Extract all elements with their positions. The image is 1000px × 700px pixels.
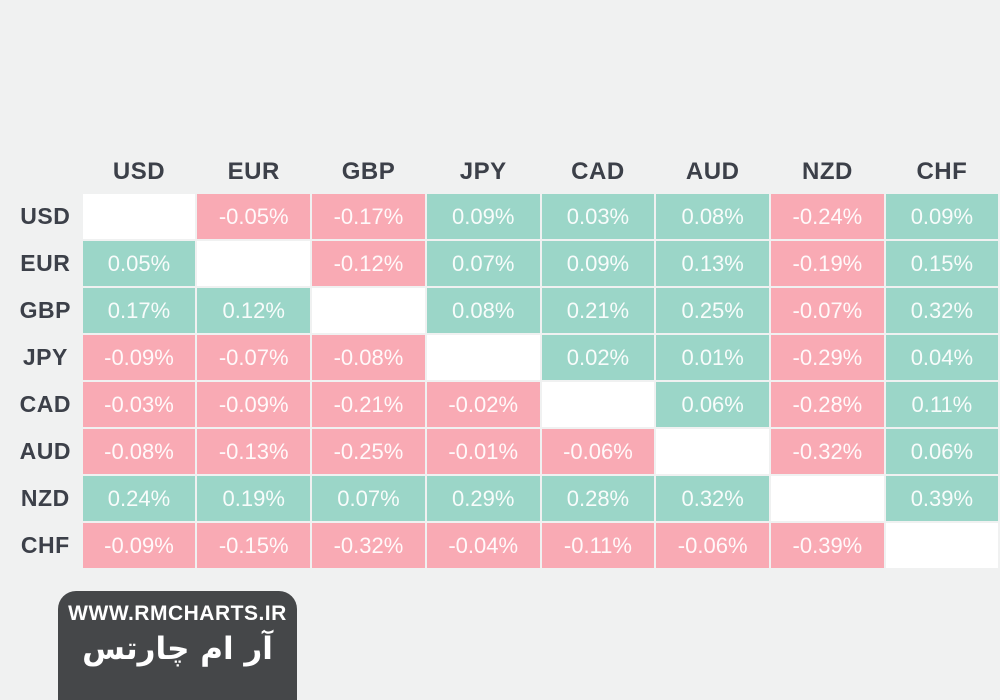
matrix-cell-cad-usd: -0.03%	[82, 382, 196, 427]
watermark-url-text: WWW.RMCHARTS.IR	[68, 602, 287, 625]
matrix-cell-chf-gbp: -0.32%	[312, 523, 425, 568]
row-header-eur: EUR	[20, 250, 71, 276]
matrix-cell-eur-gbp: -0.12%	[312, 241, 425, 286]
matrix-row-chf: CHF -0.09% -0.15% -0.32% -0.04% -0.11% -0.06% -…	[10, 523, 998, 568]
matrix-row-jpy: JPY -0.09% -0.07% -0.08% 0.02% 0.01% -0.29% 0.0…	[10, 335, 998, 380]
matrix-cell-nzd-jpy: 0.29%	[426, 476, 540, 521]
matrix-cell-aud-gbp: -0.25%	[312, 429, 425, 474]
column-header-nzd: NZD	[801, 158, 853, 185]
column-header-gbp: GBP	[341, 158, 396, 185]
matrix-cell-gbp-chf: 0.32%	[885, 288, 998, 333]
matrix-cell-nzd-usd: 0.24%	[82, 476, 196, 521]
matrix-cell-nzd-cad: 0.28%	[541, 476, 655, 521]
matrix-cell-eur-nzd: -0.19%	[771, 241, 884, 286]
matrix-cell-nzd-chf: 0.39%	[885, 476, 998, 521]
matrix-cell-cad-gbp: -0.21%	[312, 382, 425, 427]
row-header-gbp: GBP	[19, 297, 71, 323]
matrix-cell-nzd-nzd	[771, 476, 884, 521]
row-header-cad: CAD	[19, 391, 71, 417]
row-header-usd: USD	[20, 203, 71, 229]
watermark-badge: WWW.RMCHARTS.IR آر ام چارتس	[58, 591, 297, 700]
matrix-cell-cad-eur: -0.09%	[197, 382, 311, 427]
currency-change-matrix: USD EUR GBP JPY CAD AUD NZD CHF USD -0.05% -0.17%…	[8, 150, 1000, 570]
row-header-aud: AUD	[19, 438, 71, 464]
matrix-cell-usd-eur: -0.05%	[197, 194, 311, 239]
row-header-nzd: NZD	[20, 485, 70, 511]
matrix-cell-usd-chf: 0.09%	[885, 194, 998, 239]
matrix-row-nzd: NZD 0.24% 0.19% 0.07% 0.29% 0.28% 0.32% 0.39%	[10, 476, 998, 521]
matrix-cell-aud-jpy: -0.01%	[426, 429, 540, 474]
matrix-cell-usd-cad: 0.03%	[541, 194, 655, 239]
matrix-cell-eur-eur	[197, 241, 311, 286]
matrix-cell-jpy-usd: -0.09%	[82, 335, 196, 380]
matrix-cell-jpy-aud: 0.01%	[656, 335, 770, 380]
matrix-cell-eur-aud: 0.13%	[656, 241, 770, 286]
matrix-cell-chf-chf	[885, 523, 998, 568]
matrix-cell-gbp-cad: 0.21%	[541, 288, 655, 333]
matrix-cell-gbp-jpy: 0.08%	[426, 288, 540, 333]
column-header-jpy: JPY	[459, 158, 507, 185]
column-header-cad: CAD	[571, 158, 625, 185]
matrix-cell-jpy-jpy	[426, 335, 540, 380]
matrix-cell-aud-nzd: -0.32%	[771, 429, 884, 474]
matrix-cell-nzd-eur: 0.19%	[197, 476, 311, 521]
matrix-cell-gbp-aud: 0.25%	[656, 288, 770, 333]
matrix-cell-cad-aud: 0.06%	[656, 382, 770, 427]
matrix-cell-nzd-gbp: 0.07%	[312, 476, 425, 521]
matrix-cell-cad-nzd: -0.28%	[771, 382, 884, 427]
matrix-cell-eur-cad: 0.09%	[541, 241, 655, 286]
matrix-cell-usd-gbp: -0.17%	[312, 194, 425, 239]
matrix-cell-jpy-nzd: -0.29%	[771, 335, 884, 380]
matrix-cell-jpy-chf: 0.04%	[885, 335, 998, 380]
matrix-cell-jpy-cad: 0.02%	[541, 335, 655, 380]
watermark-brand-name: آر ام چارتس	[82, 631, 273, 668]
matrix-cell-nzd-aud: 0.32%	[656, 476, 770, 521]
matrix-cell-usd-aud: 0.08%	[656, 194, 770, 239]
matrix-row-usd: USD -0.05% -0.17% 0.09% 0.03% 0.08% -0.24% 0.09…	[10, 194, 998, 239]
row-header-chf: CHF	[20, 532, 70, 558]
column-header-aud: AUD	[685, 158, 740, 185]
matrix-cell-gbp-gbp	[312, 288, 425, 333]
matrix-cell-eur-usd: 0.05%	[82, 241, 196, 286]
matrix-cell-chf-eur: -0.15%	[197, 523, 311, 568]
matrix-cell-cad-jpy: -0.02%	[426, 382, 540, 427]
matrix-cell-gbp-nzd: -0.07%	[771, 288, 884, 333]
column-header-usd: USD	[112, 158, 166, 185]
matrix-cell-chf-aud: -0.06%	[656, 523, 770, 568]
matrix-header-row: USD EUR GBP JPY CAD AUD NZD CHF	[10, 152, 998, 192]
matrix-cell-jpy-gbp: -0.08%	[312, 335, 425, 380]
matrix-cell-cad-cad	[541, 382, 655, 427]
matrix-cell-chf-nzd: -0.39%	[771, 523, 884, 568]
matrix-row-cad: CAD -0.03% -0.09% -0.21% -0.02% 0.06% -0.28% 0.…	[10, 382, 998, 427]
column-header-chf: CHF	[916, 158, 968, 185]
matrix-cell-aud-aud	[656, 429, 770, 474]
matrix-cell-aud-chf: 0.06%	[885, 429, 998, 474]
matrix-cell-usd-nzd: -0.24%	[771, 194, 884, 239]
matrix-row-aud: AUD -0.08% -0.13% -0.25% -0.01% -0.06% -0.32% 0…	[10, 429, 998, 474]
matrix-cell-usd-usd	[82, 194, 196, 239]
matrix-cell-jpy-eur: -0.07%	[197, 335, 311, 380]
matrix-row-eur: EUR 0.05% -0.12% 0.07% 0.09% 0.13% -0.19% 0.15%	[10, 241, 998, 286]
matrix-cell-gbp-eur: 0.12%	[197, 288, 311, 333]
matrix-cell-aud-eur: -0.13%	[197, 429, 311, 474]
matrix-cell-chf-cad: -0.11%	[541, 523, 655, 568]
matrix-cell-aud-cad: -0.06%	[541, 429, 655, 474]
matrix-row-gbp: GBP 0.17% 0.12% 0.08% 0.21% 0.25% -0.07% 0.32%	[10, 288, 998, 333]
matrix-cell-eur-jpy: 0.07%	[426, 241, 540, 286]
matrix-cell-chf-jpy: -0.04%	[426, 523, 540, 568]
matrix-cell-aud-usd: -0.08%	[82, 429, 196, 474]
matrix-cell-eur-chf: 0.15%	[885, 241, 998, 286]
column-header-eur: EUR	[227, 158, 280, 185]
matrix-cell-usd-jpy: 0.09%	[426, 194, 540, 239]
row-header-jpy: JPY	[22, 344, 68, 370]
matrix-cell-chf-usd: -0.09%	[82, 523, 196, 568]
matrix-body: USD -0.05% -0.17% 0.09% 0.03% 0.08% -0.24% 0.09…	[10, 194, 998, 568]
matrix-cell-cad-chf: 0.11%	[885, 382, 998, 427]
matrix-cell-gbp-usd: 0.17%	[82, 288, 196, 333]
matrix-corner-cell	[10, 152, 81, 192]
